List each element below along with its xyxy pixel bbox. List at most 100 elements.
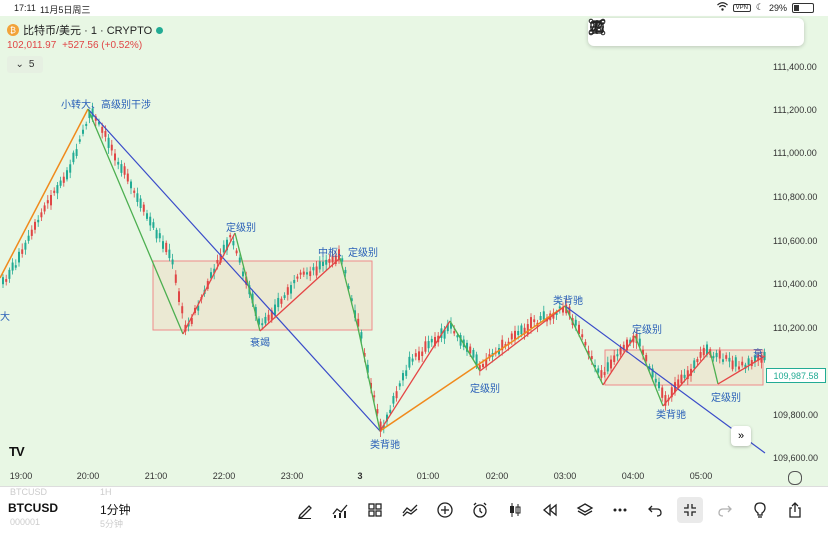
candle-body [408, 356, 411, 368]
chart-header[interactable]: ₿ 比特币/美元 · 1 · CRYPTO [7, 22, 164, 38]
candle-body [222, 244, 225, 253]
candle-body [514, 330, 516, 341]
parallel-channel-icon[interactable] [590, 21, 769, 43]
candle-body [142, 204, 145, 212]
candle-body [738, 366, 740, 370]
symbol-button[interactable]: BTCUSD [8, 501, 58, 515]
candle-body [754, 355, 756, 363]
price-plot[interactable] [0, 16, 770, 466]
candle-body [312, 267, 315, 271]
rectangle-icon[interactable] [588, 18, 707, 43]
price-tick: 110,600.00 [773, 236, 818, 246]
candle-body [296, 276, 299, 279]
candle-body [629, 339, 632, 344]
light-bulb-icon[interactable] [747, 497, 773, 523]
candle-body [558, 306, 561, 309]
candle-body [347, 286, 350, 289]
price-tick: 111,200.00 [773, 105, 817, 115]
candle-body [302, 271, 305, 275]
candle-body [235, 250, 238, 254]
replay-icon[interactable] [537, 497, 563, 523]
candle-body [280, 298, 283, 304]
candle-body [34, 221, 36, 230]
wifi-icon [716, 2, 728, 13]
candle-body [110, 144, 113, 151]
compare-icon[interactable] [397, 497, 423, 523]
candle-body [242, 271, 244, 277]
candlestick-icon[interactable] [502, 497, 528, 523]
layouts-icon[interactable] [362, 497, 388, 523]
candle-body [587, 350, 590, 356]
candle-body [232, 241, 235, 246]
candle-body [258, 318, 260, 325]
candle-body [21, 249, 24, 254]
candle-body [626, 339, 628, 351]
candle-body [539, 316, 542, 321]
candle-body [171, 259, 174, 265]
candle-body [402, 373, 404, 381]
vertical-line-icon[interactable] [594, 20, 676, 43]
candle-body [443, 329, 446, 339]
last-price-label: 109,987.58 [766, 368, 826, 383]
indicators-collapse-button[interactable]: ⌄ 5 [7, 56, 43, 73]
candle-body [315, 266, 318, 276]
candle-body [414, 353, 417, 357]
candle-body [366, 364, 369, 373]
alert-clock-icon[interactable] [467, 497, 493, 523]
candle-body [274, 304, 276, 315]
candle-body [46, 200, 49, 204]
candle-body [392, 395, 395, 404]
time-tick: 01:00 [416, 471, 440, 481]
share-icon[interactable] [782, 497, 808, 523]
candle-body [542, 311, 545, 320]
candle-body [40, 212, 43, 218]
exit-fullscreen-icon[interactable] [677, 497, 703, 523]
ghost-interval: 5分钟 [100, 519, 124, 529]
time-axis[interactable]: 19:00 20:00 21:00 22:00 23:00 3 01:00 02… [0, 466, 770, 486]
candle-body [418, 351, 420, 361]
candle-body [226, 239, 228, 251]
time-tick: 02:00 [485, 471, 509, 481]
scroll-to-realtime-button[interactable]: » [731, 426, 751, 446]
candle-body [62, 176, 65, 183]
candle-body [72, 152, 75, 163]
candle-body [501, 339, 504, 351]
candle-body [728, 357, 731, 362]
price-axis[interactable]: 111,400.00 111,200.00 111,000.00 110,800… [770, 16, 828, 466]
candle-body [466, 342, 468, 352]
candle-body [277, 297, 280, 308]
candle-body [133, 190, 136, 193]
interval-button[interactable]: 1分钟 [100, 503, 131, 517]
pen-icon[interactable] [292, 497, 318, 523]
trend-line-up [0, 108, 89, 279]
candle-body [424, 341, 427, 352]
chart-settings-icon[interactable] [788, 471, 802, 485]
add-icon[interactable] [432, 497, 458, 523]
candle-body [8, 269, 11, 279]
candle-body [533, 319, 536, 323]
candle-body [578, 324, 580, 335]
candle-body [750, 360, 753, 367]
candle-body [325, 259, 328, 265]
indicators-icon[interactable] [327, 497, 353, 523]
trend-line-down [87, 108, 381, 432]
more-icon[interactable] [607, 497, 633, 523]
ray-icon[interactable] [589, 19, 645, 43]
redo-icon[interactable] [712, 497, 738, 523]
zigzag-stroke [479, 305, 566, 372]
candle-body [702, 347, 705, 356]
symbol-title[interactable]: 比特币/美元 · 1 · CRYPTO [23, 25, 153, 37]
text-icon[interactable] [591, 21, 799, 43]
chart-area[interactable]: ₿ 比特币/美元 · 1 · CRYPTO 102,011.97 +527.56… [0, 16, 828, 486]
candle-body [120, 164, 123, 173]
undo-icon[interactable] [642, 497, 668, 523]
candle-body [59, 180, 62, 186]
candle-body [482, 363, 484, 368]
candle-body [181, 306, 184, 314]
candle-body [126, 173, 129, 182]
candle-body [706, 344, 708, 355]
path-icon[interactable] [588, 19, 738, 43]
layers-icon[interactable] [572, 497, 598, 523]
candle-body [293, 279, 296, 284]
candle-body [613, 355, 616, 362]
